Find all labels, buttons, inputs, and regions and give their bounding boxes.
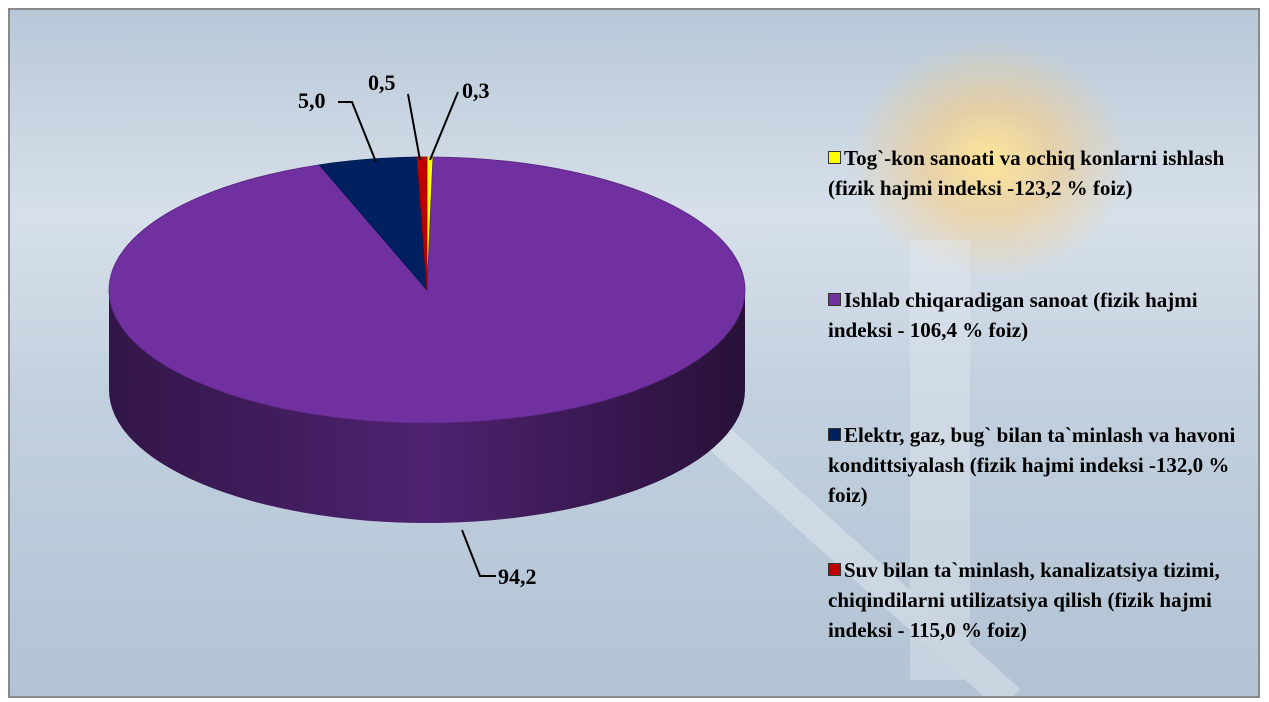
legend-text: Tog`-kon sanoati va ochiq konlarni ishla… — [828, 146, 1224, 200]
leader-line — [408, 94, 420, 160]
legend-item: Suv bilan ta`minlash, kanalizatsiya tizi… — [828, 555, 1248, 645]
data-label: 94,2 — [498, 564, 537, 589]
legend-text: Elektr, gaz, bug` bilan ta`minlash va ha… — [828, 423, 1235, 507]
data-label: 0,3 — [462, 78, 490, 103]
leader-line — [338, 102, 376, 162]
leader-line — [462, 530, 496, 576]
data-label: 0,5 — [368, 70, 396, 95]
legend-swatch — [828, 151, 841, 164]
legend-item: Tog`-kon sanoati va ochiq konlarni ishla… — [828, 143, 1248, 203]
legend-item: Ishlab chiqaradigan sanoat (fizik hajmi … — [828, 285, 1248, 345]
chart-area: 0,3 94,2 5,0 0,5 Tog`-kon sanoati va ochiq … — [8, 8, 1260, 698]
legend-text: Suv bilan ta`minlash, kanalizatsiya tizi… — [828, 558, 1220, 642]
legend-item: Elektr, gaz, bug` bilan ta`minlash va ha… — [828, 420, 1248, 510]
page: 0,3 94,2 5,0 0,5 Tog`-kon sanoati va ochiq … — [0, 0, 1269, 702]
legend-swatch — [828, 428, 841, 441]
legend-swatch — [828, 563, 841, 576]
data-label: 5,0 — [298, 88, 326, 113]
leader-line — [430, 92, 458, 160]
legend-text: Ishlab chiqaradigan sanoat (fizik hajmi … — [828, 288, 1198, 342]
legend-swatch — [828, 293, 841, 306]
